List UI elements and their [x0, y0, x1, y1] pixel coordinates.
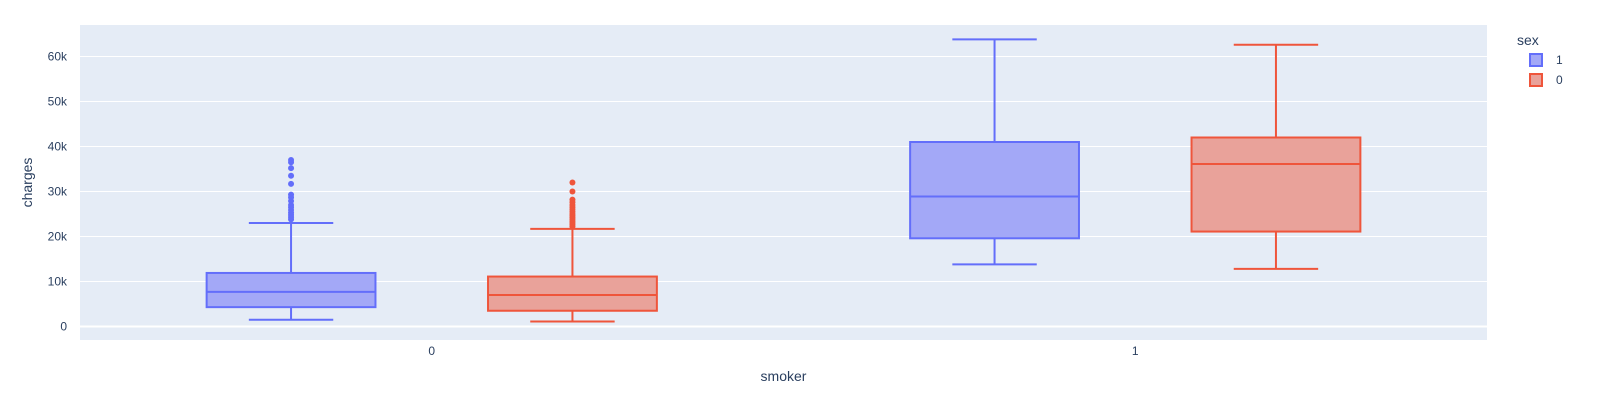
- outlier-point: [569, 179, 576, 186]
- x-tick-label: 0: [428, 344, 435, 358]
- iqr-box: [487, 275, 658, 312]
- legend-item-1: 1: [1529, 53, 1563, 67]
- x-tick-label: 1: [1132, 344, 1139, 358]
- outlier-point: [569, 196, 576, 203]
- y-tick-label: 0: [60, 320, 67, 334]
- outlier-point: [569, 188, 576, 195]
- y-axis-title: charges: [19, 158, 35, 208]
- box-0-1: [1190, 43, 1362, 270]
- iqr-box: [1190, 136, 1362, 233]
- y-tick-label: 50k: [48, 95, 68, 109]
- box-1-1: [909, 38, 1080, 266]
- outlier-point: [288, 157, 295, 163]
- y-tick-label: 40k: [48, 140, 68, 154]
- y-tick-labels: 0 10k 20k 30k 40k 50k 60k: [48, 50, 68, 334]
- box-1-0: [205, 157, 377, 321]
- outlier-point: [288, 180, 295, 187]
- y-tick-label: 10k: [48, 275, 68, 289]
- legend-label: 1: [1556, 53, 1563, 67]
- legend-swatch: [1529, 73, 1543, 87]
- iqr-box: [909, 141, 1080, 240]
- legend-swatch: [1529, 53, 1543, 67]
- y-tick-label: 30k: [48, 185, 68, 199]
- legend-item-0: 0: [1529, 73, 1563, 87]
- legend: sex 1 0: [1517, 32, 1563, 87]
- x-axis-title: smoker: [761, 368, 807, 384]
- y-tick-label: 60k: [48, 50, 68, 64]
- box-traces: [205, 38, 1362, 323]
- iqr-box: [205, 271, 377, 309]
- legend-title: sex: [1517, 32, 1539, 48]
- box-0-0: [487, 179, 658, 323]
- outlier-point: [288, 172, 295, 179]
- outlier-point: [288, 191, 295, 198]
- y-tick-label: 20k: [48, 230, 68, 244]
- outlier-point: [288, 165, 295, 172]
- legend-label: 0: [1556, 73, 1563, 87]
